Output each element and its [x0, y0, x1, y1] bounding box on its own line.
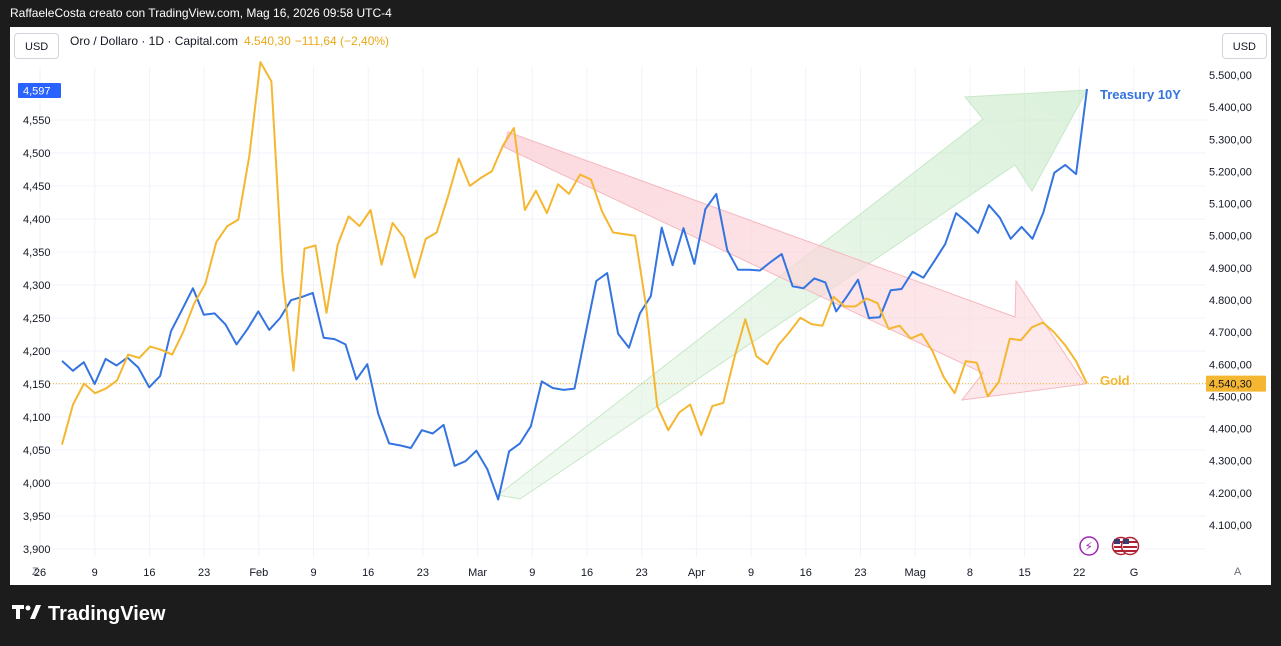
left-tick-label: 4,350 — [23, 247, 51, 259]
brand-footer: TradingView — [12, 603, 165, 626]
left-tick-label: 4,450 — [23, 181, 51, 193]
series-line-gold — [61, 61, 1088, 445]
grid — [39, 67, 1206, 557]
x-tick-label: 9 — [748, 567, 754, 579]
right-tick-label: 4.200,00 — [1209, 488, 1252, 500]
x-tick-label: Mag — [904, 567, 925, 579]
gold-series-label: Gold — [1100, 373, 1130, 388]
left-tick-label: 4,200 — [23, 346, 51, 358]
x-tick-label: Feb — [249, 567, 268, 579]
treasury-series-label: Treasury 10Y — [1100, 87, 1181, 102]
x-tick-label: 16 — [362, 567, 374, 579]
current-right-badge — [1206, 375, 1266, 392]
right-axis: 5.500,00 5.400,00 5.300,00 5.200,00 5.100,00… — [1209, 70, 1252, 532]
left-tick-label: 4,100 — [23, 412, 51, 424]
x-tick-label: 15 — [1018, 567, 1030, 579]
left-tick-label: 3,950 — [23, 511, 51, 523]
x-axis: 26 9 16 23 Feb 9 16 23 Mar 9 16 23 Apr 9 16 23 Mag 8 15 22 G — [34, 567, 1138, 579]
x-tick-label: G — [1130, 567, 1139, 579]
left-tick-label: 4,300 — [23, 280, 51, 292]
right-tick-label: 5.500,00 — [1209, 70, 1252, 82]
current-right-value: 4.540,30 — [1209, 379, 1252, 391]
chart-attribution: RaffaeleCosta creato con TradingView.com… — [10, 6, 392, 20]
x-tick-label: 16 — [800, 567, 812, 579]
symbol-legend[interactable]: Oro / Dollaro · 1D · Capital.com 4.540,30… — [70, 34, 389, 48]
right-tick-label: 4.100,00 — [1209, 520, 1252, 532]
right-tick-label: 5.200,00 — [1209, 166, 1252, 178]
right-tick-label: 4.400,00 — [1209, 424, 1252, 436]
right-tick-label: 4.600,00 — [1209, 359, 1252, 371]
x-tick-label: 22 — [1073, 567, 1085, 579]
right-tick-label: 5.300,00 — [1209, 134, 1252, 146]
event-icons[interactable]: ⚡ — [1079, 536, 1140, 556]
x-tick-label: 8 — [967, 567, 973, 579]
x-tick-label: 26 — [34, 567, 46, 579]
current-left-badge — [18, 83, 61, 98]
x-tick-label: 23 — [636, 567, 648, 579]
flash-event-icon — [1079, 536, 1099, 556]
red-trend-arrow — [503, 131, 1086, 401]
x-tick-label: 16 — [143, 567, 155, 579]
right-tick-label: 4.500,00 — [1209, 391, 1252, 403]
series — [61, 61, 1088, 501]
x-tick-label: 23 — [198, 567, 210, 579]
x-tick-label: Apr — [688, 567, 705, 579]
right-tick-label: 5.000,00 — [1209, 231, 1252, 243]
current-left-value: 4,597 — [23, 86, 51, 98]
right-tick-label: 4.300,00 — [1209, 456, 1252, 468]
left-tick-label: 4,250 — [23, 313, 51, 325]
right-tick-label: 5.100,00 — [1209, 199, 1252, 211]
right-tick-label: 4.800,00 — [1209, 295, 1252, 307]
x-tick-label: Mar — [468, 567, 487, 579]
x-tick-label: 23 — [417, 567, 429, 579]
x-tick-label: 9 — [92, 567, 98, 579]
left-unit-button[interactable]: USD — [14, 33, 60, 59]
left-axis: 4,550 4,500 4,450 4,400 4,350 4,300 4,250 4,200… — [23, 115, 51, 556]
right-tick-label: 4.700,00 — [1209, 327, 1252, 339]
price-chart[interactable]: 4,550 4,500 4,450 4,400 4,350 4,300 4,250 4,200… — [10, 27, 1271, 585]
trend-arrows — [496, 89, 1088, 500]
x-tick-label: 9 — [310, 567, 316, 579]
auto-scale-button[interactable]: A — [1234, 566, 1242, 578]
right-unit-button[interactable]: USD — [1221, 33, 1267, 59]
tradingview-logo-icon — [12, 603, 42, 626]
symbol-price: 4.540,30 — [244, 34, 291, 48]
green-trend-arrow — [496, 89, 1088, 500]
left-tick-label: 4,150 — [23, 379, 51, 391]
series-line-treasury — [61, 88, 1088, 501]
x-tick-label: 23 — [854, 567, 866, 579]
left-tick-label: 4,550 — [23, 115, 51, 127]
scale-left-corner[interactable]: Z — [32, 566, 39, 578]
flash-glyph: ⚡ — [1085, 540, 1093, 554]
left-tick-label: 4,050 — [23, 445, 51, 457]
left-tick-label: 3,900 — [23, 544, 51, 556]
right-tick-label: 4.900,00 — [1209, 263, 1252, 275]
x-tick-label: 16 — [581, 567, 593, 579]
left-tick-label: 4,000 — [23, 478, 51, 490]
x-tick-label: 9 — [529, 567, 535, 579]
right-tick-label: 5.400,00 — [1209, 102, 1252, 114]
left-tick-label: 4,500 — [23, 148, 51, 160]
left-tick-label: 4,400 — [23, 214, 51, 226]
symbol-name: Oro / Dollaro · 1D · Capital.com — [70, 34, 239, 48]
chart-panel[interactable]: 4,550 4,500 4,450 4,400 4,350 4,300 4,250 4,200… — [10, 27, 1271, 585]
symbol-change: −111,64 (−2,40%) — [294, 34, 390, 48]
brand-name: TradingView — [48, 603, 166, 625]
